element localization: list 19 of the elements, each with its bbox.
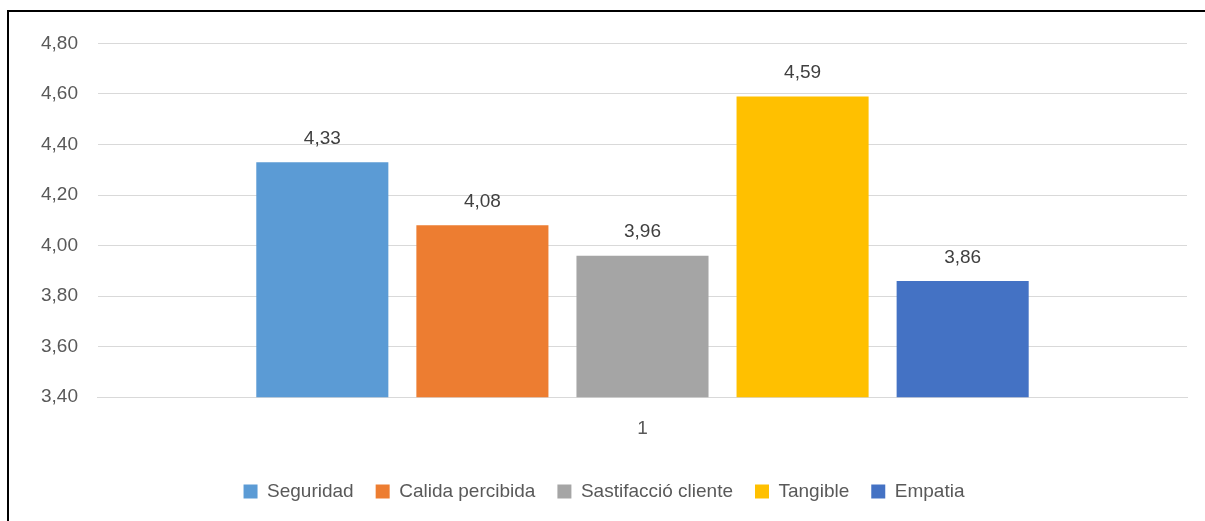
legend-label: Sastifacció cliente <box>580 479 733 501</box>
x-tick-label: 1 <box>637 416 648 438</box>
y-tick-label: 3,60 <box>41 334 78 356</box>
legend-label: Empatia <box>894 479 965 501</box>
data-label: 3,96 <box>624 220 661 242</box>
legend-label: Seguridad <box>267 479 354 501</box>
legend-label: Calida percibida <box>399 479 536 501</box>
y-tick-label: 3,80 <box>41 284 78 306</box>
data-label: 3,86 <box>944 245 982 267</box>
data-label: 4,59 <box>784 61 822 83</box>
legend-label: Tangible <box>778 479 850 501</box>
data-label: 4,08 <box>463 190 501 212</box>
y-tick-label: 4,80 <box>41 31 78 53</box>
y-tick-label: 4,20 <box>41 183 78 205</box>
data-label: 4,33 <box>303 126 341 148</box>
y-tick-label: 4,00 <box>41 233 78 255</box>
y-tick-label: 3,40 <box>41 385 78 407</box>
y-tick-label: 4,60 <box>41 82 78 104</box>
y-tick-label: 4,40 <box>41 132 78 154</box>
